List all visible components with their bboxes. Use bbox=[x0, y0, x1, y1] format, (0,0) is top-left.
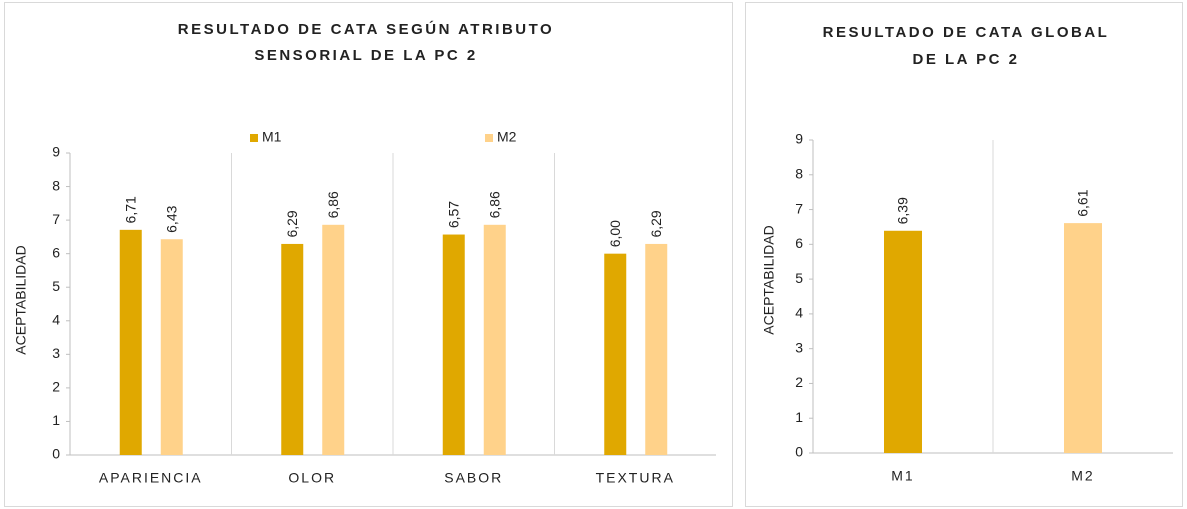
value-label: 6,71 bbox=[122, 196, 138, 223]
y-axis-label: ACEPTABILIDAD bbox=[761, 225, 777, 334]
value-label: 6,86 bbox=[486, 191, 502, 218]
value-label: 6,61 bbox=[1075, 189, 1091, 216]
x-tick-label: M1 bbox=[891, 468, 914, 484]
legend-label: M2 bbox=[497, 129, 517, 145]
y-tick-label: 0 bbox=[52, 446, 60, 462]
legend-swatch bbox=[485, 134, 493, 142]
chart-title: DE LA PC 2 bbox=[913, 51, 1020, 68]
value-label: 6,29 bbox=[284, 210, 300, 237]
bar bbox=[322, 224, 345, 455]
value-label: 6,86 bbox=[325, 191, 341, 218]
x-tick-label: TEXTURA bbox=[596, 470, 675, 486]
x-tick-label: OLOR bbox=[288, 470, 336, 486]
value-label: 6,00 bbox=[607, 220, 623, 247]
chart-title: SENSORIAL DE LA PC 2 bbox=[254, 47, 477, 64]
y-tick-label: 4 bbox=[52, 311, 60, 327]
legend-label: M1 bbox=[262, 129, 282, 145]
value-label: 6,29 bbox=[648, 210, 664, 237]
y-tick-label: 3 bbox=[795, 339, 803, 355]
chart-title: RESULTADO DE CATA SEGÚN ATRIBUTO bbox=[178, 20, 554, 38]
legend-swatch bbox=[250, 134, 258, 142]
y-tick-label: 1 bbox=[795, 409, 803, 425]
bar bbox=[281, 243, 304, 455]
bar bbox=[442, 234, 465, 455]
y-tick-label: 8 bbox=[52, 177, 60, 193]
y-tick-label: 6 bbox=[52, 244, 60, 260]
y-tick-label: 4 bbox=[795, 305, 803, 321]
y-tick-label: 3 bbox=[52, 345, 60, 361]
bar bbox=[483, 224, 506, 455]
y-tick-label: 9 bbox=[52, 144, 60, 160]
bar bbox=[884, 230, 922, 453]
y-tick-label: 6 bbox=[795, 235, 803, 251]
bar bbox=[119, 229, 142, 455]
chart-frame bbox=[745, 2, 1183, 507]
x-tick-label: APARIENCIA bbox=[99, 470, 203, 486]
value-label: 6,43 bbox=[163, 205, 179, 232]
y-tick-label: 9 bbox=[795, 131, 803, 147]
bar bbox=[1064, 223, 1102, 453]
value-label: 6,57 bbox=[445, 201, 461, 228]
y-tick-label: 5 bbox=[795, 270, 803, 286]
y-tick-label: 7 bbox=[795, 200, 803, 216]
bar bbox=[645, 243, 668, 455]
y-tick-label: 0 bbox=[795, 444, 803, 460]
y-tick-label: 2 bbox=[795, 374, 803, 390]
bar bbox=[604, 253, 627, 455]
y-tick-label: 8 bbox=[795, 165, 803, 181]
y-tick-label: 1 bbox=[52, 412, 60, 428]
x-tick-label: SABOR bbox=[444, 470, 503, 486]
x-tick-label: M2 bbox=[1071, 468, 1094, 484]
y-axis-label: ACEPTABILIDAD bbox=[13, 245, 29, 354]
value-label: 6,39 bbox=[895, 197, 911, 224]
y-tick-label: 2 bbox=[52, 379, 60, 395]
y-tick-label: 7 bbox=[52, 211, 60, 227]
bar bbox=[160, 239, 183, 455]
y-tick-label: 5 bbox=[52, 278, 60, 294]
chart-title: RESULTADO DE CATA GLOBAL bbox=[823, 24, 1110, 41]
